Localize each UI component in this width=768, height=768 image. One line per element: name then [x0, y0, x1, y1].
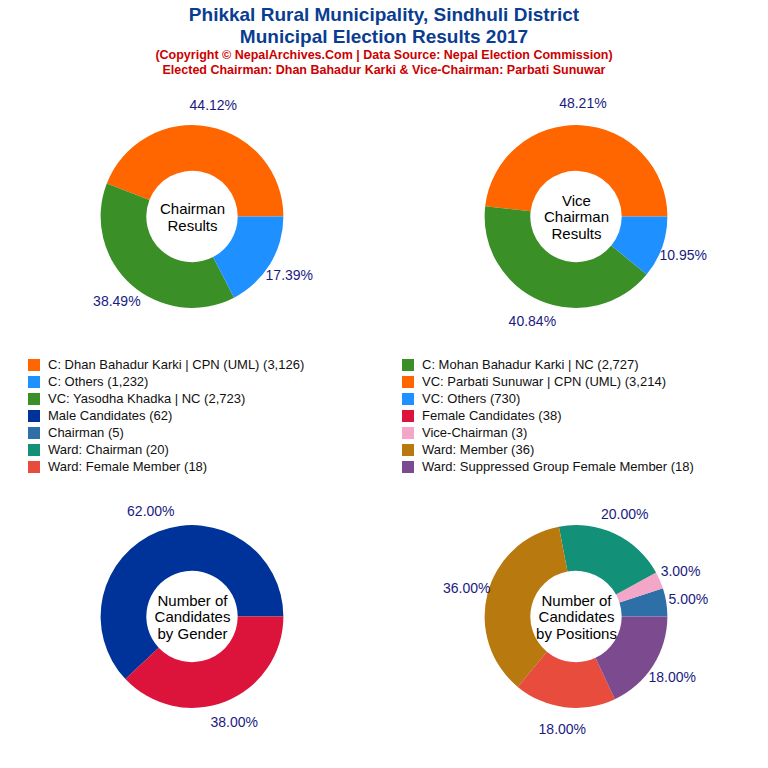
html-text:C: Others (1,232): C: Others (1,232)	[48, 374, 149, 389]
html-text:(Copyright © NepalArchives.Com: (Copyright © NepalArchives.Com | Data So…	[155, 48, 613, 62]
html-text:Ward: Female Member (18): Ward: Female Member (18)	[48, 459, 208, 474]
html-text:Vice-Chairman (3): Vice-Chairman (3)	[422, 425, 528, 440]
html-text:VC: Others (730): VC: Others (730)	[422, 391, 521, 406]
svg-text:62.00%: 62.00%	[127, 503, 174, 519]
svg-text:40.84%: 40.84%	[509, 313, 556, 329]
html-text:VC: Parbati Sunuwar | CPN (UML: VC: Parbati Sunuwar | CPN (UML) (3,214)	[422, 374, 666, 389]
svg-text:ChairmanResults: ChairmanResults	[160, 200, 225, 234]
svg-text:38.00%: 38.00%	[210, 714, 257, 730]
html-text:C: Mohan Bahadur Karki | NC (2: C: Mohan Bahadur Karki | NC (2,727)	[422, 357, 639, 372]
html-text:C: Dhan Bahadur Karki | CPN (U: C: Dhan Bahadur Karki | CPN (UML) (3,126…	[48, 357, 305, 372]
html-text:VC: Yasodha Khadka | NC (2,723: VC: Yasodha Khadka | NC (2,723)	[48, 391, 246, 406]
svg-text:48.21%: 48.21%	[559, 95, 606, 111]
html-text:Female Candidates (38): Female Candidates (38)	[422, 408, 562, 423]
html-text:Male Candidates (62): Male Candidates (62)	[48, 408, 173, 423]
html-text:Ward: Suppressed Group Female: Ward: Suppressed Group Female Member (18…	[422, 459, 694, 474]
svg-text:3.00%: 3.00%	[661, 563, 701, 579]
html-text:Ward: Member (36): Ward: Member (36)	[422, 442, 535, 457]
svg-text:44.12%: 44.12%	[190, 97, 237, 113]
svg-text:Number ofCandidatesby Gender: Number ofCandidatesby Gender	[155, 592, 231, 642]
html-text:Phikkal Rural Municipality, Si: Phikkal Rural Municipality, Sindhuli Dis…	[188, 4, 580, 25]
svg-text:10.95%: 10.95%	[659, 247, 706, 263]
svg-text:38.49%: 38.49%	[93, 293, 140, 309]
svg-text:ViceChairmanResults: ViceChairmanResults	[544, 192, 609, 242]
html-text:Ward: Chairman (20): Ward: Chairman (20)	[48, 442, 169, 457]
html-text:Elected Chairman: Dhan Bahadur: Elected Chairman: Dhan Bahadur Karki & V…	[162, 63, 606, 77]
svg-text:18.00%: 18.00%	[648, 669, 695, 685]
svg-text:20.00%: 20.00%	[601, 506, 648, 522]
html-text:Municipal Election Results 201: Municipal Election Results 2017	[239, 26, 529, 47]
svg-text:18.00%: 18.00%	[539, 721, 586, 737]
svg-text:5.00%: 5.00%	[669, 591, 709, 607]
svg-text:36.00%: 36.00%	[443, 580, 490, 596]
html-text:Chairman (5): Chairman (5)	[48, 425, 124, 440]
svg-text:17.39%: 17.39%	[266, 267, 313, 283]
svg-text:Number ofCandidatesby Position: Number ofCandidatesby Positions	[536, 592, 617, 642]
